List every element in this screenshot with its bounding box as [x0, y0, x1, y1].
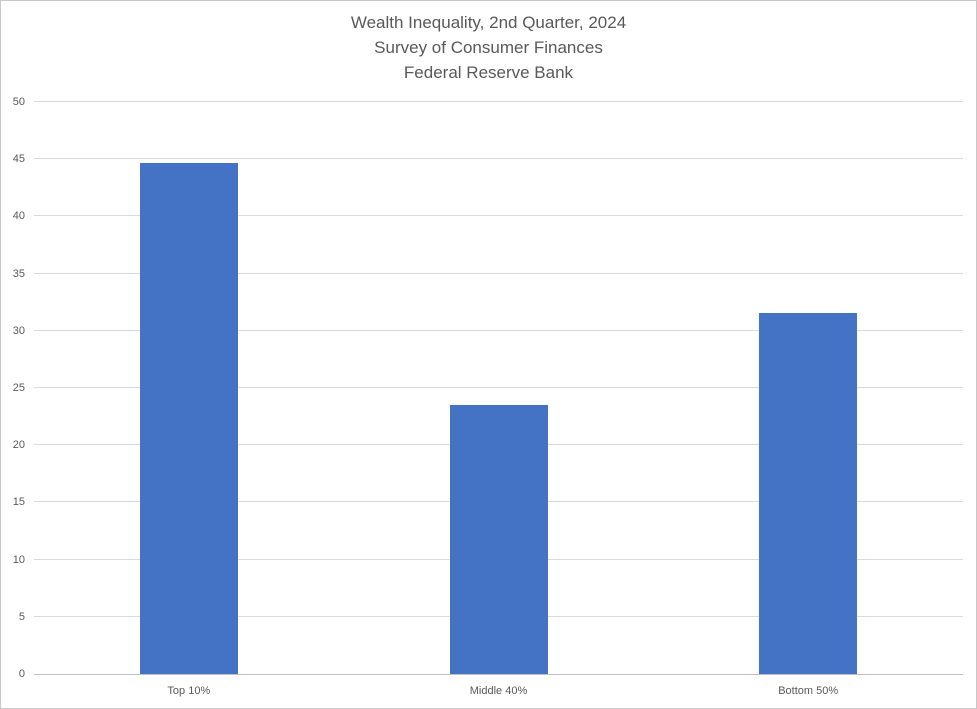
- y-axis-tick-label: 10: [12, 553, 25, 566]
- y-axis-tick-label: 35: [12, 267, 25, 280]
- y-axis-tick-label: 30: [12, 324, 25, 337]
- y-axis-tick-label: 25: [12, 382, 25, 394]
- bar-top-10[interactable]: [139, 162, 238, 674]
- chart-title: Wealth Inequality, 2nd Quarter, 2024: [350, 13, 627, 32]
- gridline: [34, 158, 963, 160]
- y-axis-tick-label: 40: [12, 210, 25, 223]
- bar-middle-40[interactable]: [449, 405, 548, 674]
- x-axis-category-label: Top 10%: [167, 685, 211, 697]
- y-axis-tick-label: 45: [12, 153, 25, 166]
- gridline: [34, 101, 963, 102]
- gridline: [34, 329, 963, 331]
- chart-subtitle: Survey of Consumer Finances: [374, 38, 603, 57]
- y-axis-tick-label: 20: [12, 439, 25, 452]
- bar-bottom-50[interactable]: [759, 312, 858, 674]
- chart-subtitle-2: Federal Reserve Bank: [403, 63, 574, 82]
- x-axis-labels: Top 10% Middle 40% Bottom 50%: [34, 684, 963, 700]
- y-axis-labels: 0 5 10 15 20 25 30 35 40 45 50: [1, 96, 25, 680]
- x-axis-category-label: Middle 40%: [469, 685, 528, 697]
- y-axis-tick-label: 5: [18, 610, 25, 623]
- gridline: [34, 272, 963, 274]
- x-axis-category-label: Bottom 50%: [778, 685, 839, 697]
- y-axis-tick-label: 0: [18, 668, 25, 680]
- plot-area: [34, 101, 963, 675]
- y-axis-tick-label: 50: [12, 96, 25, 108]
- chart-title-block: Wealth Inequality, 2nd Quarter, 2024 Sur…: [1, 10, 976, 85]
- gridline: [34, 387, 963, 388]
- gridline: [34, 215, 963, 217]
- y-axis-tick-label: 15: [12, 496, 25, 509]
